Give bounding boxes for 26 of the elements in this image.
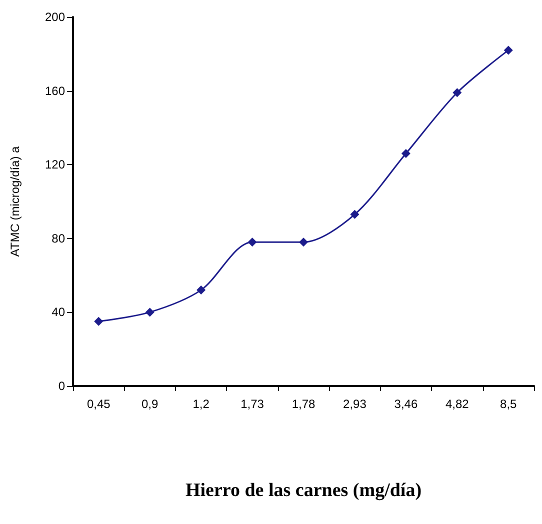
point <box>504 46 513 55</box>
point <box>196 286 206 295</box>
y-tick-label: 200 <box>44 10 66 24</box>
point <box>145 308 154 317</box>
y-tick-label: 160 <box>44 84 66 98</box>
y-tick-label: 40 <box>52 305 66 320</box>
x-tick-label: 3,46 <box>394 397 418 411</box>
point <box>248 238 257 247</box>
x-tick-label: 1,73 <box>240 397 264 411</box>
x-tick-label: 4,82 <box>445 397 470 411</box>
x-tick-label: 1,2 <box>192 397 210 411</box>
point <box>401 149 410 158</box>
point <box>94 316 104 326</box>
x-tick-label: 1,78 <box>292 397 316 411</box>
point <box>452 88 462 98</box>
x-axis-title: Hierro de las carnes (mg/día) <box>185 480 422 501</box>
x-tick-label: 0,45 <box>86 397 111 411</box>
x-tick-label: 8,5 <box>500 397 518 411</box>
y-tick-label: 80 <box>52 231 66 246</box>
point <box>350 210 360 219</box>
x-tick-label: 2,93 <box>343 397 367 411</box>
y-axis-title: ATMC (microg/día) a <box>8 146 22 257</box>
point <box>299 238 308 247</box>
y-tick-label: 0 <box>58 379 66 393</box>
y-tick-label: 120 <box>44 158 66 172</box>
x-tick-label: 0,9 <box>141 397 158 411</box>
